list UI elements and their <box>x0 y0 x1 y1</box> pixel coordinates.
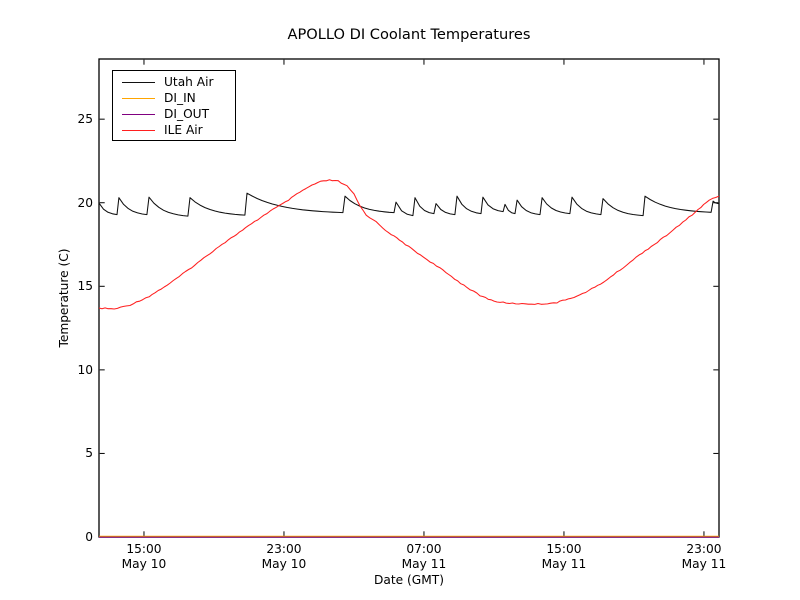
ile-air-line <box>98 179 720 310</box>
x-tick-label: 23:00 May 10 <box>261 542 307 571</box>
y-tick-label: 5 <box>85 446 93 461</box>
legend: Utah Air DI_IN DI_OUT ILE Air <box>112 70 236 141</box>
x-axis-label: Date (GMT) <box>374 573 444 587</box>
legend-label: Utah Air <box>164 74 214 89</box>
x-tick-label: 23:00 May 11 <box>681 542 727 571</box>
legend-label: DI_IN <box>164 90 196 105</box>
y-tick-label: 0 <box>85 530 93 544</box>
legend-row: ILE Air <box>122 122 235 138</box>
legend-line-sample <box>122 129 155 131</box>
legend-line-sample <box>122 97 155 99</box>
legend-line-sample <box>122 113 155 115</box>
legend-row: DI_OUT <box>122 106 235 122</box>
y-tick-label: 20 <box>77 195 93 210</box>
legend-line-sample <box>122 81 155 83</box>
legend-label: ILE Air <box>164 122 203 137</box>
legend-row: Utah Air <box>122 74 235 90</box>
x-tick-label: 15:00 May 10 <box>121 542 167 571</box>
utah-air-line <box>98 192 720 217</box>
chart-title: APOLLO DI Coolant Temperatures <box>287 26 531 43</box>
y-tick-label: 15 <box>77 279 93 294</box>
y-tick-label: 25 <box>77 112 93 127</box>
legend-label: DI_OUT <box>164 106 210 121</box>
legend-row: DI_IN <box>122 90 235 106</box>
x-tick-label: 15:00 May 11 <box>541 542 587 571</box>
y-tick-label: 10 <box>77 362 93 377</box>
x-tick-label: 07:00 May 11 <box>401 542 447 571</box>
